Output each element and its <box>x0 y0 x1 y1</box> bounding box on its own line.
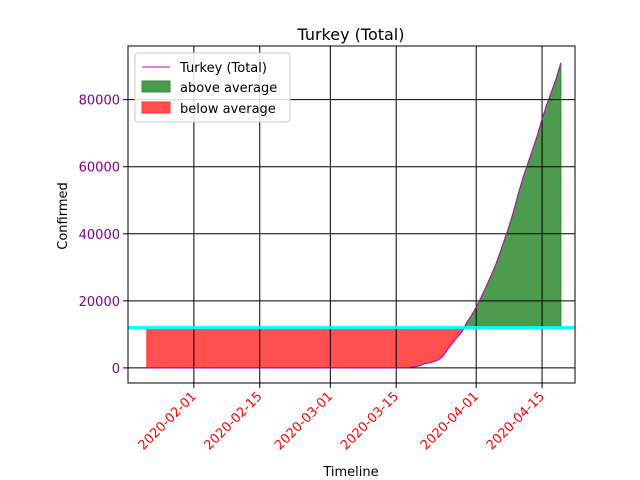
y-axis-label: Confirmed <box>56 182 71 250</box>
line-layer <box>128 62 575 369</box>
legend-entry-below: below average <box>180 102 276 117</box>
y-tick-label: 0 <box>112 362 120 377</box>
x-tick-label: 2020-04-15 <box>484 389 548 453</box>
y-tick-label: 80000 <box>79 94 120 109</box>
x-axis-label: Timeline <box>322 465 378 480</box>
x-ticks: 2020-02-01 2020-02-15 2020-03-01 2020-03-15… <box>136 383 548 453</box>
y-tick-label: 20000 <box>79 295 120 310</box>
chart-title: Turkey (Total) <box>296 25 404 44</box>
y-ticks: 0 20000 40000 60000 80000 <box>79 94 128 377</box>
x-tick-label: 2020-02-01 <box>136 389 200 453</box>
x-tick-label: 2020-03-15 <box>338 389 402 453</box>
plot-frame <box>127 45 576 384</box>
y-tick-label: 60000 <box>79 161 120 176</box>
legend-swatch-above <box>141 80 171 93</box>
legend-swatch-below <box>141 101 171 114</box>
series-line-turkey-total <box>146 62 562 369</box>
legend-entry-line: Turkey (Total) <box>179 61 267 76</box>
legend-entry-above: above average <box>180 81 277 96</box>
x-tick-label: 2020-03-01 <box>272 389 336 453</box>
above-average-area <box>463 62 562 329</box>
y-tick-label: 40000 <box>79 228 120 243</box>
legend: Turkey (Total) above average below avera… <box>134 52 291 123</box>
x-tick-label: 2020-04-01 <box>418 389 482 453</box>
legend-box <box>134 52 291 123</box>
below-average-area <box>146 327 465 369</box>
x-tick-label: 2020-02-15 <box>202 389 266 453</box>
